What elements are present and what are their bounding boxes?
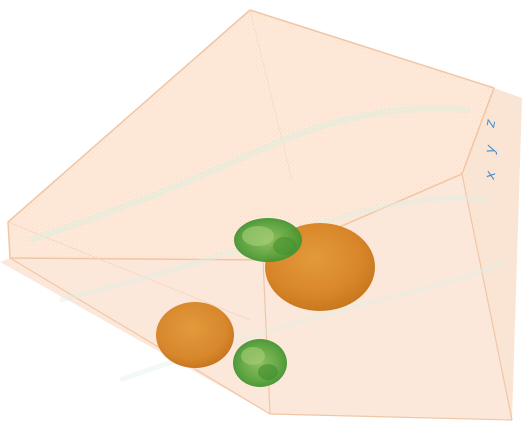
box-volume	[0, 9, 522, 421]
box-right-face	[462, 88, 522, 420]
box-front-face	[0, 174, 512, 420]
orange-sphere-medium	[156, 302, 234, 368]
axis-label-y: y	[482, 143, 499, 156]
axis-label-x: x	[482, 169, 499, 182]
box-top-face	[8, 10, 494, 260]
axis-label-z: z	[482, 118, 499, 130]
green-cluster-upper	[234, 218, 302, 262]
green-cluster-lower	[233, 339, 287, 387]
